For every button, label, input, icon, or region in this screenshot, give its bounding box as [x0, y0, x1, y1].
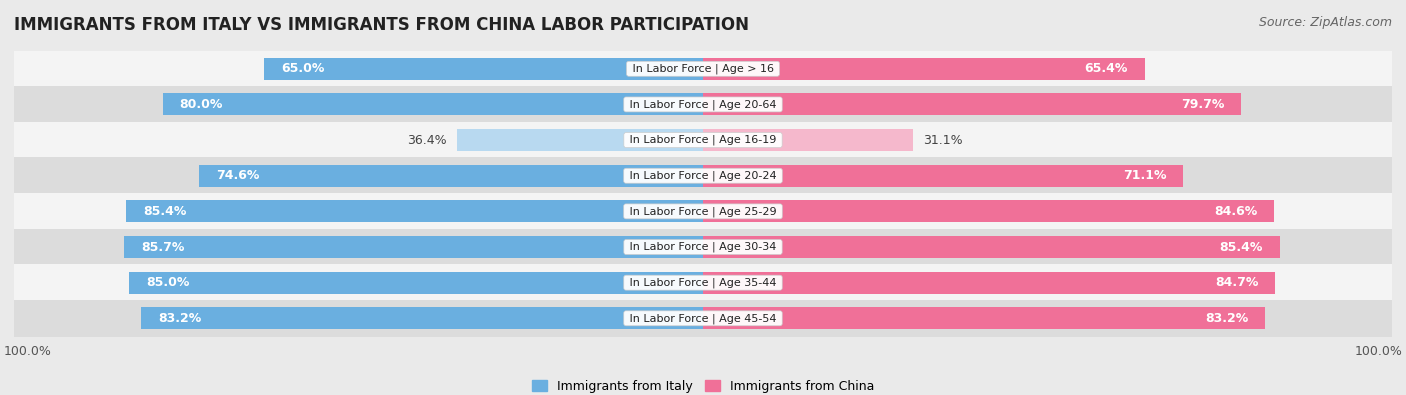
- Text: 84.7%: 84.7%: [1215, 276, 1258, 289]
- Bar: [457, 129, 703, 151]
- Bar: [703, 200, 1274, 222]
- Bar: [200, 165, 703, 187]
- Text: 85.7%: 85.7%: [141, 241, 184, 254]
- Bar: [0, 51, 1406, 87]
- Text: 85.4%: 85.4%: [143, 205, 187, 218]
- Text: 36.4%: 36.4%: [408, 134, 447, 147]
- Bar: [0, 86, 1406, 123]
- Bar: [141, 307, 703, 329]
- Text: In Labor Force | Age 35-44: In Labor Force | Age 35-44: [626, 277, 780, 288]
- Text: 80.0%: 80.0%: [180, 98, 224, 111]
- Text: In Labor Force | Age 20-24: In Labor Force | Age 20-24: [626, 171, 780, 181]
- Bar: [703, 165, 1184, 187]
- Bar: [127, 200, 703, 222]
- Bar: [163, 93, 703, 115]
- Bar: [703, 93, 1241, 115]
- Text: 65.4%: 65.4%: [1084, 62, 1128, 75]
- Bar: [0, 158, 1406, 194]
- Text: In Labor Force | Age 30-34: In Labor Force | Age 30-34: [626, 242, 780, 252]
- Text: In Labor Force | Age 45-54: In Labor Force | Age 45-54: [626, 313, 780, 324]
- Bar: [264, 58, 703, 80]
- Text: 83.2%: 83.2%: [1205, 312, 1249, 325]
- Text: 74.6%: 74.6%: [217, 169, 259, 182]
- Text: 71.1%: 71.1%: [1123, 169, 1167, 182]
- Bar: [129, 272, 703, 294]
- Bar: [703, 307, 1265, 329]
- Bar: [0, 300, 1406, 337]
- Text: 31.1%: 31.1%: [924, 134, 963, 147]
- Bar: [124, 236, 703, 258]
- Text: Source: ZipAtlas.com: Source: ZipAtlas.com: [1258, 16, 1392, 29]
- Bar: [0, 229, 1406, 265]
- Bar: [703, 58, 1144, 80]
- Bar: [0, 122, 1406, 158]
- Legend: Immigrants from Italy, Immigrants from China: Immigrants from Italy, Immigrants from C…: [527, 375, 879, 395]
- Bar: [0, 193, 1406, 229]
- Bar: [0, 264, 1406, 301]
- Text: 83.2%: 83.2%: [157, 312, 201, 325]
- Text: In Labor Force | Age 25-29: In Labor Force | Age 25-29: [626, 206, 780, 216]
- Bar: [703, 272, 1275, 294]
- Text: IMMIGRANTS FROM ITALY VS IMMIGRANTS FROM CHINA LABOR PARTICIPATION: IMMIGRANTS FROM ITALY VS IMMIGRANTS FROM…: [14, 16, 749, 34]
- Text: 85.4%: 85.4%: [1219, 241, 1263, 254]
- Text: In Labor Force | Age 16-19: In Labor Force | Age 16-19: [626, 135, 780, 145]
- Bar: [703, 129, 912, 151]
- Bar: [703, 236, 1279, 258]
- Text: 79.7%: 79.7%: [1181, 98, 1225, 111]
- Text: In Labor Force | Age 20-64: In Labor Force | Age 20-64: [626, 99, 780, 110]
- Text: 85.0%: 85.0%: [146, 276, 190, 289]
- Text: 65.0%: 65.0%: [281, 62, 325, 75]
- Text: 84.6%: 84.6%: [1215, 205, 1257, 218]
- Text: In Labor Force | Age > 16: In Labor Force | Age > 16: [628, 64, 778, 74]
